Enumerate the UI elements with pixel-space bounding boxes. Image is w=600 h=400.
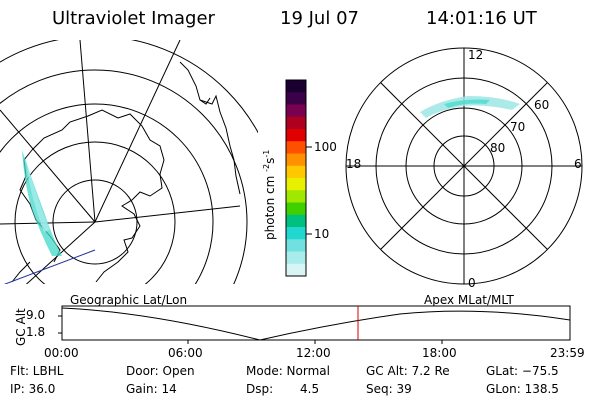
sequence-status: Seq: 39 [366,382,412,396]
color-bar-swatch [286,165,306,179]
color-bar-swatch [286,129,306,142]
coastline [199,97,211,105]
color-bar-swatch [286,153,306,167]
coastline [31,109,165,283]
lat-circle [52,179,138,265]
timeline-tick-0000: 00:00 [44,346,79,360]
timeline-tick-2359: 23:59 [550,346,585,360]
color-bar-swatch [286,178,306,191]
date-label: 19 Jul 07 [280,8,359,29]
filter-status: Flt: LBHL [10,364,64,378]
mlt-label-6: 6 [574,157,582,171]
gain-status: Gain: 14 [126,382,177,396]
lat-circle [0,69,248,284]
lat-label-80: 80 [490,141,506,155]
ip-status: IP: 36.0 [10,382,56,396]
color-bar [286,80,306,277]
timeline-y-bottom: 1.8 [26,325,46,339]
coastline [179,61,241,195]
color-bar-swatch [286,214,306,228]
meridian [94,205,241,223]
timeline-tick-1800: 18:00 [422,346,457,360]
colorbar-tick-100: 100 [314,140,337,154]
aurora-oval [444,99,490,108]
coastline [11,261,31,283]
lat-label-60: 60 [534,98,550,112]
mode-status: Mode: Normal [246,364,330,378]
meridian [94,40,181,223]
time-label: 14:01:16 UT [426,8,537,29]
aurora-emission [22,150,62,256]
color-bar-swatch [286,116,306,130]
aurora-emission [26,160,50,232]
mlt-label-18: 18 [346,157,362,171]
lat-circle [0,103,214,284]
color-bar-swatch [286,263,306,277]
color-bar-swatch [286,251,306,265]
color-bar-swatch [286,202,306,216]
lat-label-70: 70 [510,120,526,134]
timeline-tick-0600: 06:00 [168,346,203,360]
glat-status: GLat: −75.5 [486,364,559,378]
timeline-y-top: 9.0 [26,308,46,322]
instrument-title: Ultraviolet Imager [52,8,215,29]
meridian [79,40,96,223]
mlt-label-0: 0 [468,276,476,290]
door-status: Door: Open [126,364,195,378]
timeline-tick-1200: 12:00 [296,346,331,360]
timeline-frame [61,305,571,341]
altitude-curve [61,307,571,341]
color-bar-swatch [286,104,306,118]
color-bar-swatch [286,239,306,252]
dsp-value: 4.5 [300,382,320,396]
timeline-left-label: Geographic Lat/Lon [70,293,188,307]
meridian [0,109,96,223]
satellite-track [3,249,96,284]
mlt-line [379,81,549,251]
color-bar-swatch [286,227,306,240]
color-bar-swatch [286,141,306,154]
timeline-right-label: Apex MLat/MLT [424,293,514,307]
colorbar-unit-label: photon cm -2s-1 [262,149,277,240]
color-bar-frame [285,79,307,277]
dsp-label: Dsp: [246,382,274,396]
gc-altitude-status: GC Alt: 7.2 Re [366,364,450,378]
mlt-label-12: 12 [468,48,484,62]
lat-circle [14,141,176,284]
colorbar-tick-10: 10 [314,227,330,241]
color-bar-swatch [286,190,306,203]
glon-status: GLon: 138.5 [486,382,559,396]
aurora-oval [420,96,520,118]
color-bar-swatch [286,92,306,105]
color-bar-swatch [286,80,306,93]
